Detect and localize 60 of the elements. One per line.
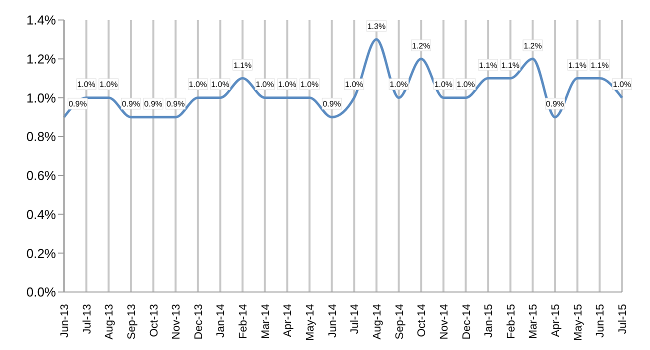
x-tick-label: Jul-14 (349, 304, 362, 334)
x-tick-label: Mar-15 (528, 304, 540, 339)
data-label: 1.1% (568, 60, 586, 70)
x-tick-label: Dec-13 (192, 304, 205, 340)
x-tick-label: Aug-14 (371, 304, 384, 340)
data-label: 1.1% (233, 60, 252, 70)
x-tick-label: Dec-14 (460, 304, 473, 340)
data-label: 1.0% (278, 80, 296, 90)
x-tick-label: Feb-15 (505, 304, 518, 339)
x-tick-label: Jul-15 (617, 304, 629, 334)
x-tick-label: Feb-14 (238, 304, 250, 339)
x-tick-label: Jun-13 (59, 304, 71, 338)
data-label: 0.9% (546, 100, 564, 109)
data-label: 0.9% (144, 100, 162, 109)
y-tick-label: 0.2% (26, 246, 56, 261)
x-tick-label: Jan-15 (483, 304, 496, 338)
x-tick-label: May-15 (572, 304, 584, 341)
data-label: 0.9% (122, 100, 140, 109)
y-tick-label: 1.4% (26, 12, 56, 28)
x-tick-label: Aug-13 (104, 304, 116, 340)
y-tick-label: 0.6% (26, 168, 56, 184)
y-tick-label: 0.4% (26, 206, 56, 222)
data-label: 1.0% (612, 80, 632, 90)
data-label: 1.0% (188, 80, 208, 90)
y-tick-label: 0.8% (26, 129, 56, 144)
data-label: 0.9% (322, 100, 341, 109)
data-label: 1.1% (590, 60, 609, 70)
x-tick-label: Jul-13 (81, 304, 94, 334)
x-tick-label: May-14 (304, 304, 317, 341)
data-label: 1.0% (77, 80, 96, 90)
data-label: 0.9% (68, 100, 87, 109)
data-label: 1.1% (478, 60, 498, 70)
data-label: 0.9% (166, 100, 185, 109)
data-label: 1.2% (412, 41, 430, 50)
data-label: 1.0% (300, 80, 319, 90)
x-tick-label: Sep-13 (126, 304, 138, 340)
data-label: 1.0% (100, 80, 118, 90)
data-label: 1.0% (456, 80, 475, 90)
x-tick-label: Oct-14 (416, 304, 428, 338)
x-tick-label: Apr-14 (282, 304, 294, 338)
x-tick-label: Jun-14 (326, 304, 339, 338)
x-tick-label: Jan-14 (215, 304, 228, 338)
data-label: 1.0% (256, 80, 274, 90)
x-tick-label: Apr-15 (550, 304, 562, 338)
x-tick-label: Nov-14 (438, 304, 450, 340)
x-tick-label: Jun-15 (594, 304, 607, 338)
data-label: 1.0% (211, 80, 230, 90)
y-tick-label: 1.0% (26, 90, 56, 106)
y-tick-label: 1.2% (26, 51, 56, 66)
x-tick-label: Mar-14 (260, 304, 272, 339)
data-label: 1.0% (390, 80, 408, 90)
data-label: 1.2% (524, 41, 542, 50)
x-tick-label: Nov-13 (170, 304, 183, 340)
data-label: 1.3% (367, 22, 386, 31)
data-label: 1.1% (501, 60, 520, 70)
data-label: 1.0% (345, 80, 364, 90)
y-tick-label: 0.0% (26, 284, 56, 300)
x-tick-label: Oct-13 (148, 304, 160, 338)
x-tick-label: Sep-14 (394, 304, 406, 340)
data-label: 1.0% (434, 80, 453, 90)
